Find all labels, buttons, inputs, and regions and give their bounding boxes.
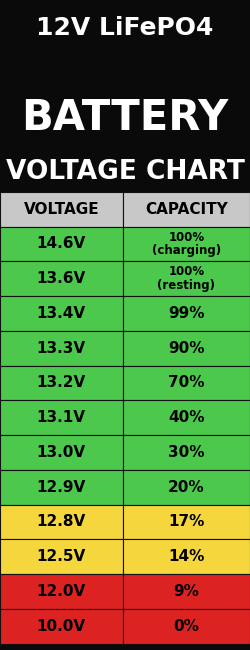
Text: 9%: 9%: [173, 584, 199, 599]
Text: 13.6V: 13.6V: [36, 271, 86, 286]
Text: 14.6V: 14.6V: [36, 237, 86, 252]
Text: 17%: 17%: [168, 514, 204, 529]
Text: 90%: 90%: [168, 341, 204, 356]
Text: 13.1V: 13.1V: [37, 410, 86, 425]
Bar: [0, 365, 122, 400]
Bar: [122, 296, 250, 331]
Bar: [0, 470, 122, 504]
Bar: [0, 400, 122, 435]
Bar: [122, 540, 250, 574]
Bar: [122, 365, 250, 400]
Text: 12.8V: 12.8V: [36, 514, 86, 529]
Bar: [122, 331, 250, 365]
Text: 13.3V: 13.3V: [37, 341, 86, 356]
Bar: [0, 226, 122, 261]
Text: 100%
(resting): 100% (resting): [157, 265, 215, 292]
Text: 13.2V: 13.2V: [36, 376, 86, 391]
Text: VOLTAGE: VOLTAGE: [24, 202, 99, 216]
Text: 40%: 40%: [168, 410, 204, 425]
Bar: [0, 331, 122, 365]
Bar: [122, 400, 250, 435]
Bar: [0, 540, 122, 574]
Bar: [0, 435, 122, 470]
Bar: [122, 435, 250, 470]
Text: 13.4V: 13.4V: [37, 306, 86, 321]
Text: BATTERY: BATTERY: [22, 98, 229, 140]
Text: 12.9V: 12.9V: [36, 480, 86, 495]
Bar: [122, 574, 250, 609]
Bar: [122, 609, 250, 644]
Bar: [0, 504, 122, 540]
Bar: [0, 261, 122, 296]
Text: 12.0V: 12.0V: [36, 584, 86, 599]
Text: 12.5V: 12.5V: [36, 549, 86, 564]
Bar: [122, 504, 250, 540]
Text: 10.0V: 10.0V: [37, 619, 86, 634]
Text: 100%
(charging): 100% (charging): [152, 231, 221, 257]
Bar: [0, 609, 122, 644]
Bar: [122, 226, 250, 261]
Text: VOLTAGE CHART: VOLTAGE CHART: [6, 159, 244, 185]
Text: 0%: 0%: [173, 619, 199, 634]
Bar: [122, 192, 250, 226]
Text: CAPACITY: CAPACITY: [145, 202, 228, 216]
Text: 30%: 30%: [168, 445, 204, 460]
Text: 20%: 20%: [168, 480, 204, 495]
Text: 14%: 14%: [168, 549, 204, 564]
Text: 99%: 99%: [168, 306, 204, 321]
Text: 70%: 70%: [168, 376, 204, 391]
Text: 12V LiFePO4: 12V LiFePO4: [36, 16, 214, 40]
Bar: [122, 261, 250, 296]
Bar: [0, 574, 122, 609]
Bar: [0, 296, 122, 331]
Bar: [122, 470, 250, 504]
Bar: [0, 192, 122, 226]
Text: 13.0V: 13.0V: [37, 445, 86, 460]
